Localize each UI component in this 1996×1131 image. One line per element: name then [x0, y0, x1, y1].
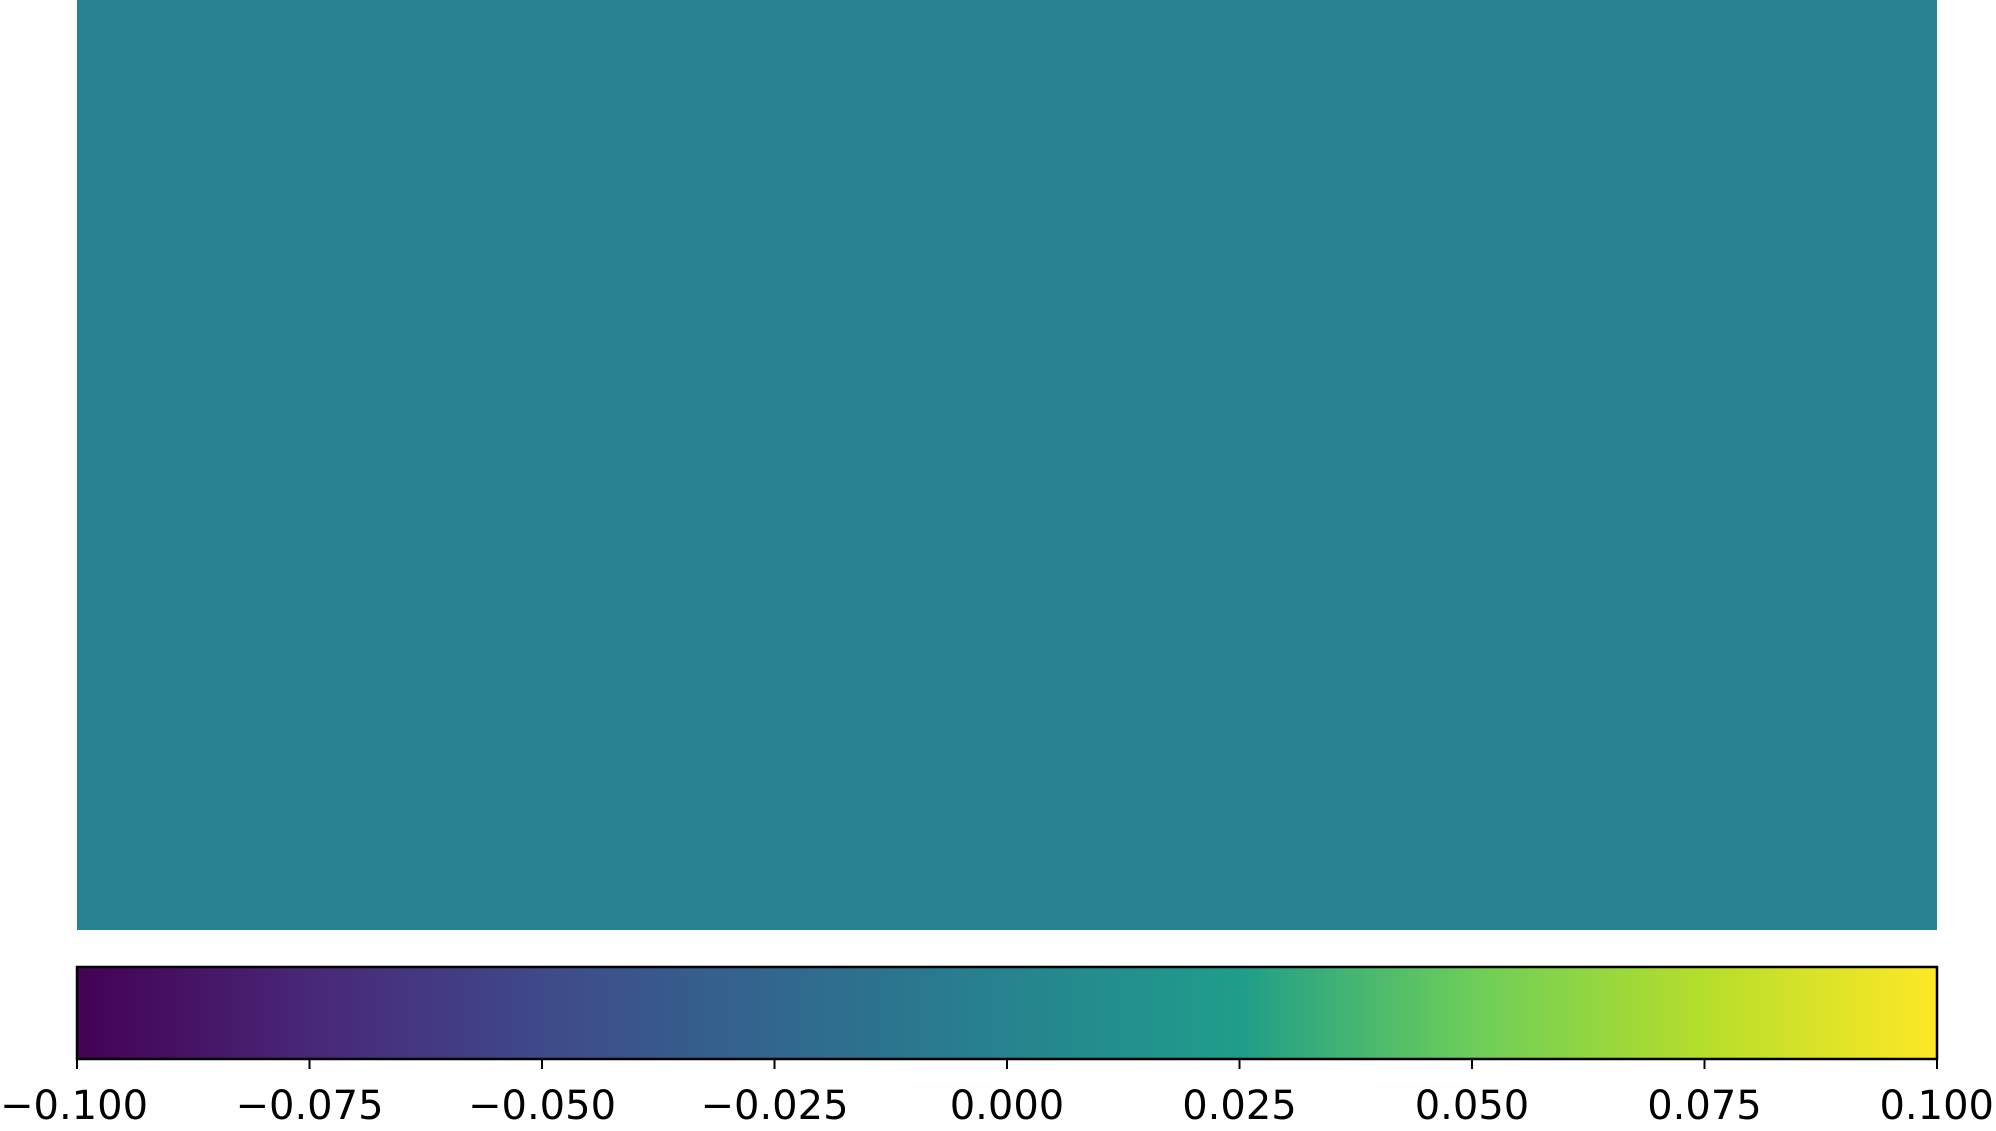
colorbar-tick-label: −0.025 — [700, 1083, 848, 1129]
colorbar-tick-label: 0.050 — [1415, 1083, 1530, 1129]
colorbar-tick-label: −0.100 — [0, 1083, 148, 1129]
heatmap — [77, 0, 1937, 930]
colorbar-ticks: −0.100 −0.075 −0.050 −0.025 0.000 0.025 0.050 0… — [0, 1059, 1994, 1129]
colorbar-tick-label: −0.050 — [468, 1083, 616, 1129]
heatmap-cell — [77, 0, 1937, 930]
colorbar: −0.100 −0.075 −0.050 −0.025 0.000 0.025 0.050 0… — [0, 965, 1994, 1129]
colorbar-tick-label: −0.075 — [235, 1083, 383, 1129]
colorbar-tick-label: 0.025 — [1182, 1083, 1297, 1129]
colorbar-gradient — [77, 967, 1937, 1059]
colorbar-tick-label: 0.000 — [950, 1083, 1065, 1129]
colorbar-tick-label: 0.075 — [1647, 1083, 1762, 1129]
colorbar-tick-label: 0.100 — [1879, 1083, 1994, 1129]
